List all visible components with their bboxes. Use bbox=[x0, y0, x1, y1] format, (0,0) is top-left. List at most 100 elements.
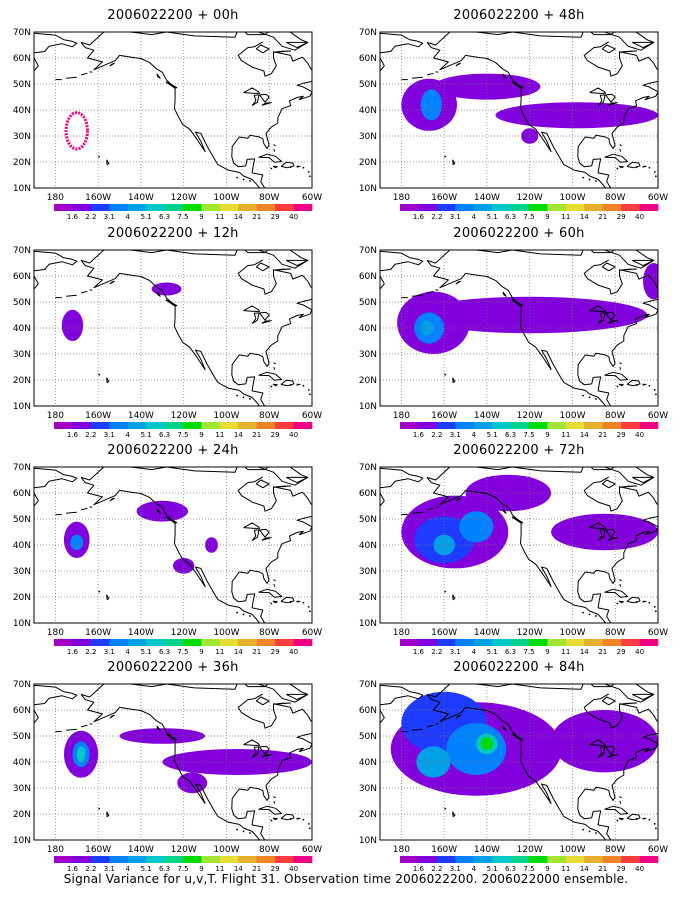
coastlines bbox=[34, 32, 312, 188]
coastline bbox=[380, 275, 385, 290]
signal-variance-shading bbox=[390, 691, 658, 796]
lon-label: 120W bbox=[171, 411, 197, 421]
coastline bbox=[34, 492, 39, 507]
island bbox=[595, 398, 597, 400]
coastline bbox=[412, 728, 423, 731]
colorbar-label: 14 bbox=[580, 865, 589, 871]
coastline bbox=[604, 153, 629, 163]
island bbox=[654, 827, 657, 830]
lon-label: 120W bbox=[517, 628, 543, 638]
island bbox=[582, 828, 585, 831]
variance-area bbox=[119, 728, 206, 744]
coastline bbox=[619, 50, 638, 53]
panel-title: 2006022200 + 12h bbox=[107, 226, 239, 241]
coastline bbox=[380, 492, 385, 507]
colorbar-label: 29 bbox=[617, 431, 626, 437]
coastline bbox=[66, 511, 77, 514]
colorbar-label: 2.2 bbox=[85, 213, 96, 219]
coastline bbox=[314, 732, 327, 745]
colorbar-swatch bbox=[455, 422, 475, 429]
coastline bbox=[273, 485, 292, 488]
coastline bbox=[34, 32, 78, 48]
colorbar-label: 3.1 bbox=[450, 648, 461, 654]
lon-label: 60W bbox=[302, 845, 322, 855]
colorbar-swatch bbox=[621, 422, 640, 429]
colorbar-label: 5.1 bbox=[141, 213, 152, 219]
colorbar-label: 1.6 bbox=[413, 648, 425, 654]
coastline bbox=[80, 684, 291, 698]
coastline bbox=[577, 693, 658, 840]
colorbar-label: 21 bbox=[252, 431, 261, 437]
colorbar-swatch bbox=[418, 639, 438, 646]
coastline bbox=[426, 477, 607, 623]
colorbar-swatch bbox=[201, 639, 221, 646]
colorbar-swatch bbox=[455, 639, 475, 646]
island bbox=[270, 385, 273, 388]
coastline bbox=[380, 696, 402, 706]
coastline bbox=[452, 377, 456, 384]
lon-label: 140W bbox=[128, 628, 154, 638]
coastline bbox=[511, 733, 524, 741]
lat-label: 10N bbox=[13, 402, 31, 412]
lon-label: 140W bbox=[474, 628, 500, 638]
coastline bbox=[80, 724, 88, 728]
coastline bbox=[597, 746, 606, 759]
lon-label: 120W bbox=[171, 193, 197, 203]
coastline bbox=[165, 516, 178, 524]
colorbar-label: 11 bbox=[215, 213, 224, 219]
coastline bbox=[243, 87, 261, 94]
coastline bbox=[444, 373, 447, 376]
coastline bbox=[273, 50, 292, 53]
colorbar-swatch bbox=[219, 856, 239, 863]
coastline bbox=[251, 529, 260, 542]
island bbox=[242, 613, 245, 616]
colorbar-swatch bbox=[183, 856, 202, 863]
coastline bbox=[577, 41, 658, 188]
colorbar-swatch bbox=[146, 204, 165, 211]
lat-label: 40N bbox=[359, 106, 377, 116]
colorbar-label: 7.5 bbox=[177, 213, 188, 219]
lon-label: 180 bbox=[47, 845, 64, 855]
island bbox=[635, 601, 638, 604]
colorbar-label: 2.2 bbox=[431, 865, 442, 871]
lon-label: 140W bbox=[128, 193, 154, 203]
lat-label: 30N bbox=[13, 350, 31, 360]
colorbar-swatch bbox=[256, 422, 276, 429]
colorbar-label: 1.6 bbox=[413, 431, 425, 437]
coastline bbox=[280, 161, 295, 169]
map-frame bbox=[33, 466, 313, 624]
coastline bbox=[618, 600, 624, 604]
coastline bbox=[577, 259, 658, 406]
island bbox=[289, 166, 292, 169]
map-frame bbox=[33, 249, 313, 407]
colorbar-label: 40 bbox=[289, 431, 298, 437]
colorbar-label: 9 bbox=[545, 431, 549, 437]
map-plot: 70N 60N 50N 40N 30N 20N 10N 180 160W 140W 120W 100W… bbox=[359, 463, 668, 654]
island bbox=[588, 178, 591, 181]
island bbox=[242, 830, 245, 833]
lon-label: 140W bbox=[474, 845, 500, 855]
colorbar: 1.6 2.2 3.1 4 5.1 6.3 7.5 9 11 14 21 29 40 bbox=[54, 639, 313, 654]
lon-label: 160W bbox=[85, 845, 111, 855]
lon-label: 120W bbox=[517, 845, 543, 855]
colorbar-label: 11 bbox=[561, 648, 570, 654]
colorbar-swatch bbox=[602, 204, 622, 211]
coastline bbox=[632, 259, 655, 267]
colorbar-label: 9 bbox=[545, 213, 549, 219]
variance-area bbox=[70, 534, 84, 551]
colorbar-label: 6.3 bbox=[159, 431, 170, 437]
coastline bbox=[89, 289, 93, 291]
coastline bbox=[98, 373, 101, 376]
colorbar-label: 4 bbox=[471, 213, 476, 219]
coastline bbox=[258, 153, 283, 163]
lat-label: 20N bbox=[13, 158, 31, 168]
colorbar-label: 7.5 bbox=[177, 865, 188, 871]
coastline bbox=[604, 684, 655, 703]
coastline bbox=[632, 693, 655, 701]
lat-label: 20N bbox=[359, 158, 377, 168]
colorbar-label: 1.6 bbox=[413, 213, 425, 219]
coastline bbox=[34, 684, 78, 700]
coastline bbox=[605, 311, 616, 321]
map-frame bbox=[379, 249, 659, 407]
colorbar-swatch bbox=[418, 422, 438, 429]
